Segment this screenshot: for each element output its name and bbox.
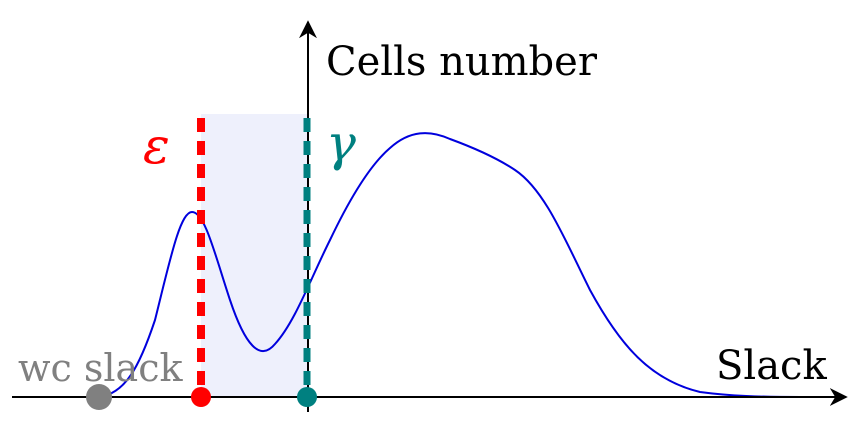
wc-slack-marker [86,384,112,410]
cells-distribution-curve [55,132,801,398]
epsilon-label: ε [143,117,170,175]
x-axis-label: Slack [716,343,827,389]
y-axis-label: Cells number [326,39,598,85]
epsilon-gamma-region [201,114,307,397]
gamma-marker [297,387,317,407]
epsilon-marker [191,387,211,407]
gamma-label: γ [326,114,356,172]
wc-slack-label: wc slack [18,346,183,390]
